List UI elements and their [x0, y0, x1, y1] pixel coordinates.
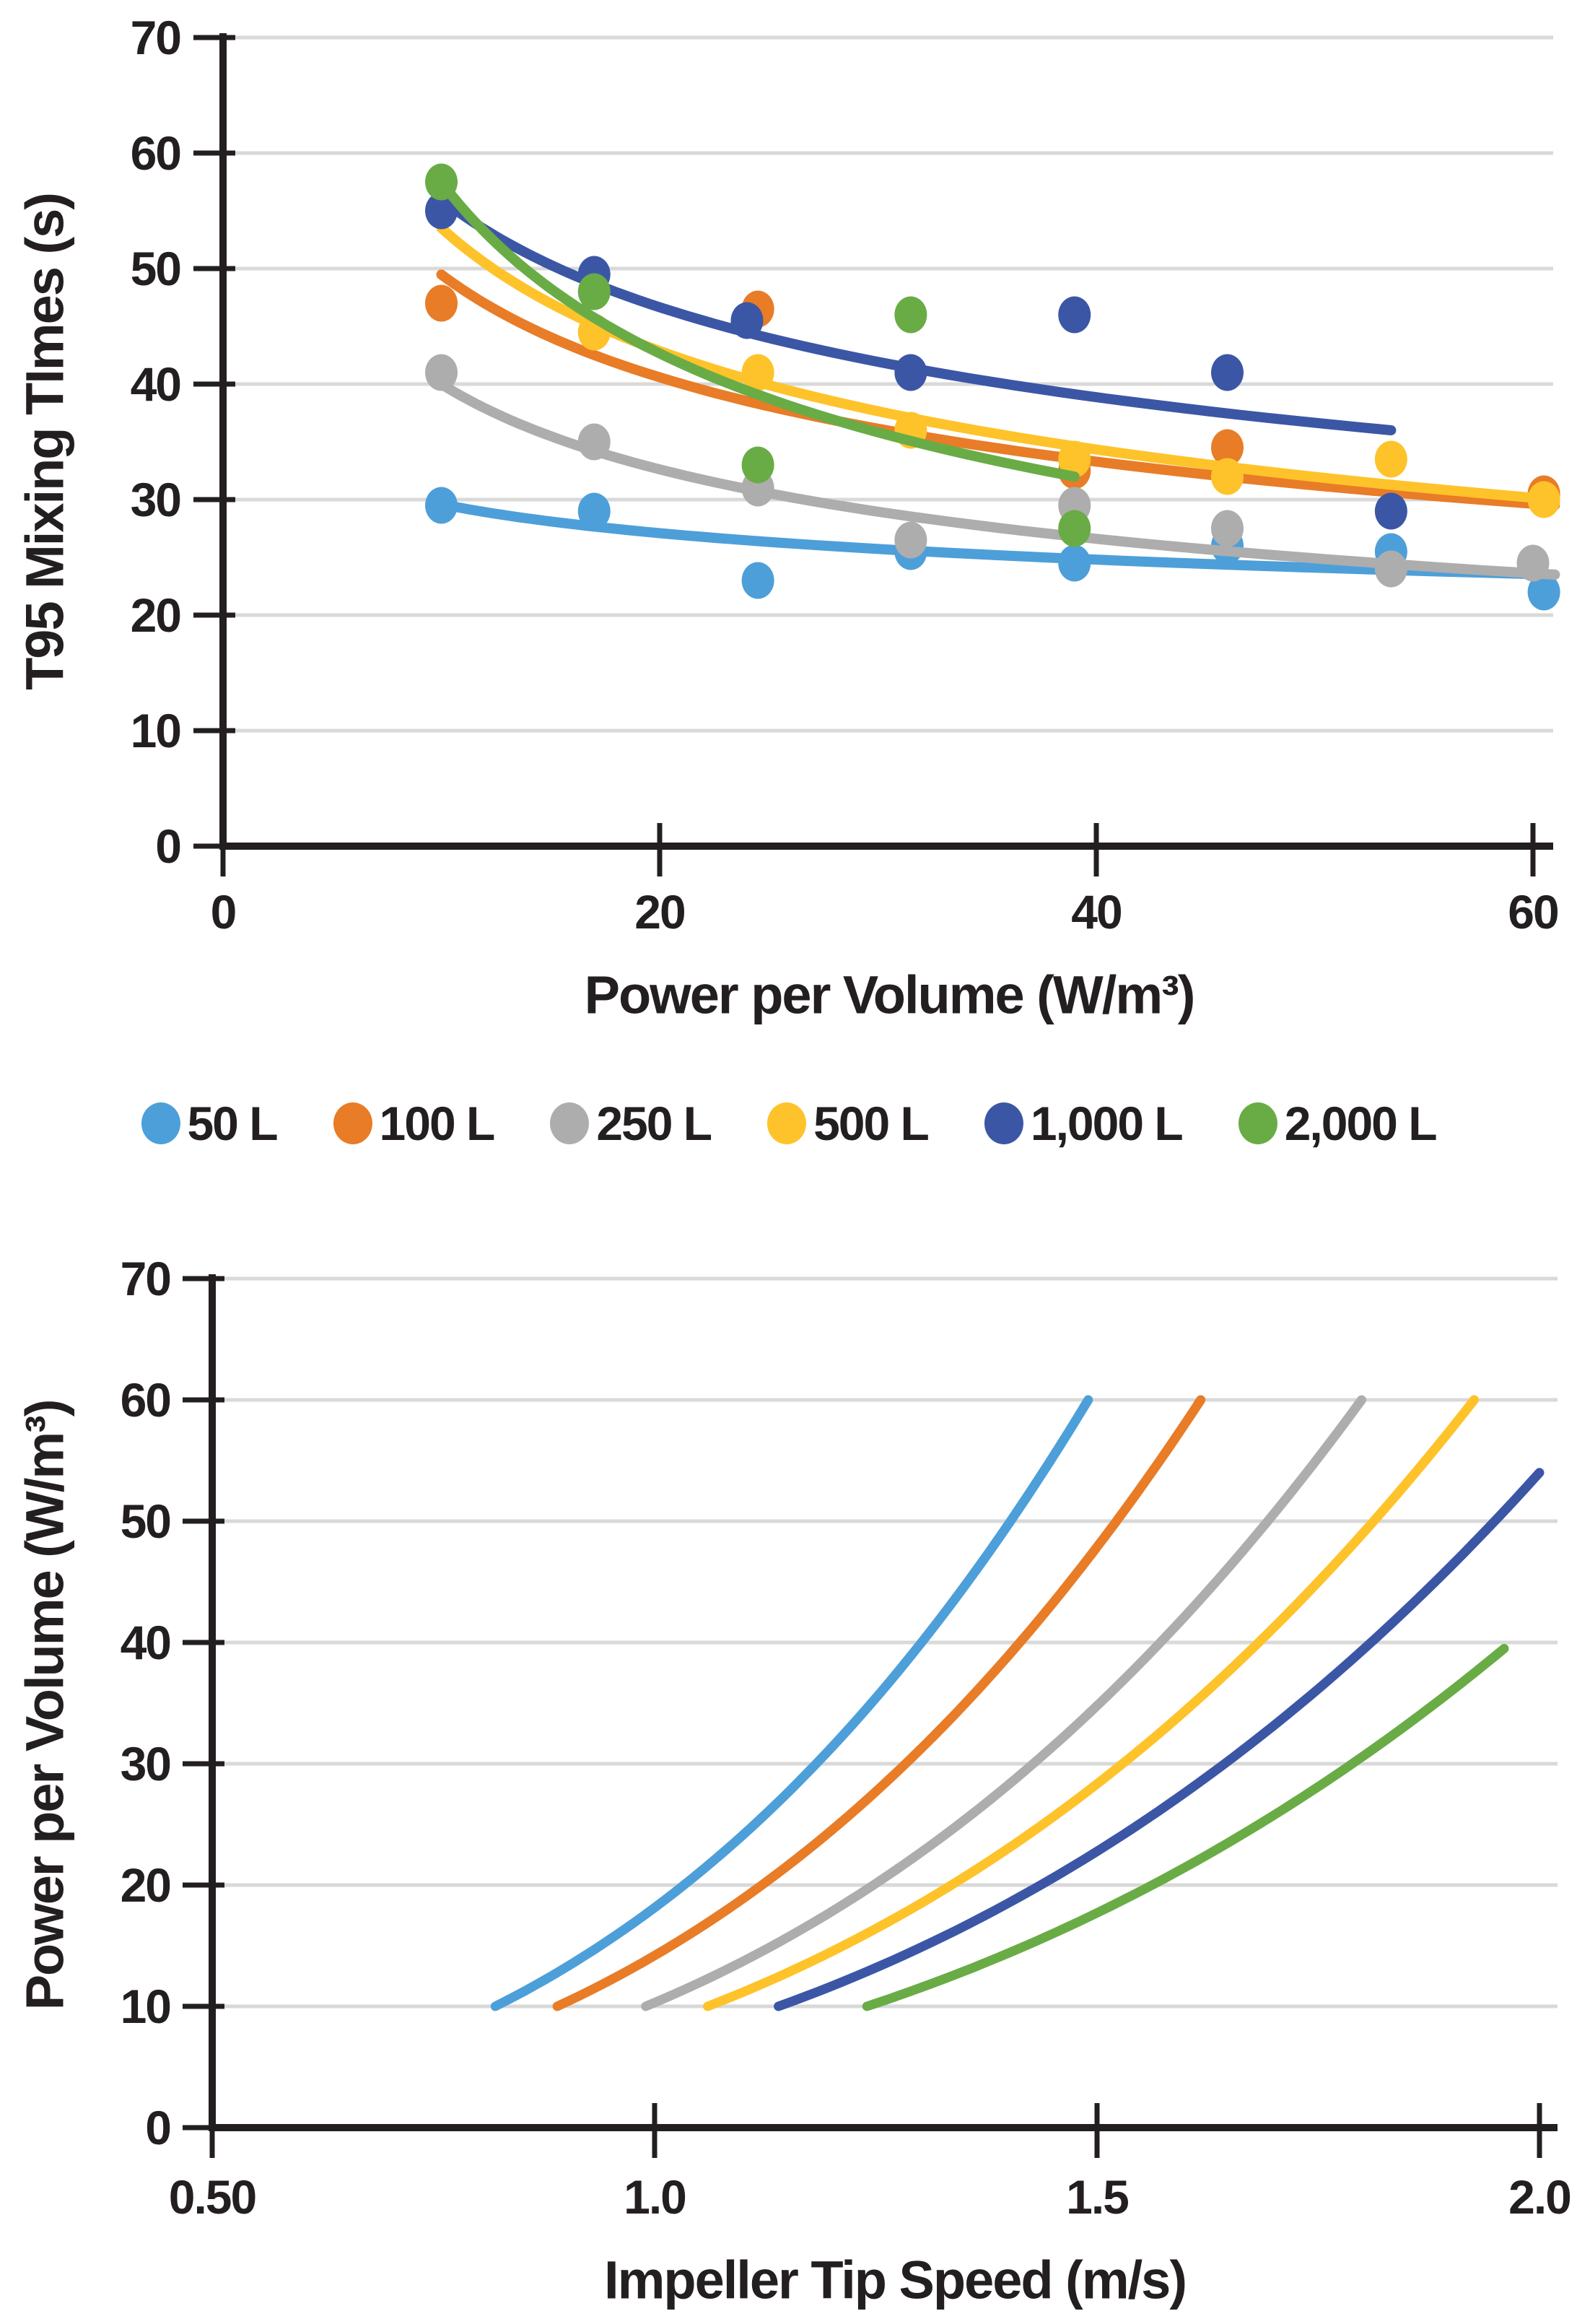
data-point: [1527, 573, 1560, 611]
y-tick-label: 50: [131, 242, 180, 295]
series-curve: [490, 1395, 1093, 2011]
data-point: [1058, 440, 1091, 478]
data-point: [741, 562, 774, 599]
data-point: [425, 192, 458, 230]
y-tick-label: 10: [121, 1980, 170, 2033]
power-volume-chart: 0 10 20 30 40 50 60 70 0.50 1.0 1.5 2.0: [121, 1252, 1572, 2224]
legend-item: 250 L: [550, 1096, 712, 1151]
legend-swatch-icon: [333, 1102, 372, 1144]
series-curve: [552, 1395, 1206, 2011]
data-point: [894, 354, 927, 391]
legend-item: 50 L: [141, 1096, 279, 1151]
data-point: [1516, 544, 1550, 582]
data-point: [425, 163, 458, 201]
trend-line: [436, 499, 1560, 580]
data-point: [1374, 550, 1407, 588]
legend-item: 2,000 L: [1238, 1096, 1438, 1151]
y-tick-label: 40: [121, 1616, 170, 1669]
legend-swatch-icon: [141, 1102, 180, 1144]
data-point: [741, 354, 774, 391]
series-curve: [774, 1468, 1545, 2011]
data-point: [1211, 354, 1244, 391]
data-point: [1374, 440, 1407, 478]
x-tick-label: 40: [1071, 885, 1121, 939]
mixing-time-chart: 0 10 20 30 40 50 60 70 0 20 40 60: [131, 11, 1560, 939]
x-tick-label: 1.0: [624, 2170, 686, 2224]
y-tick-label: 40: [131, 357, 180, 411]
bottom-chart-x-axis-title: Impeller Tip Speed (m/s): [604, 2250, 1187, 2310]
y-tick-label: 20: [121, 1858, 170, 1912]
data-point: [577, 273, 611, 310]
legend-item: 500 L: [767, 1096, 930, 1151]
data-point: [577, 423, 611, 461]
x-tick-label: 0.50: [169, 2170, 255, 2224]
top-chart-y-axis-title: T95 Mixing TImes (s): [14, 193, 75, 690]
series-curve: [641, 1395, 1366, 2011]
data-point: [1374, 492, 1407, 530]
y-tick-label: 20: [131, 588, 180, 642]
legend-label: 50 L: [187, 1097, 278, 1150]
y-tick-label: 30: [131, 473, 180, 526]
data-point: [1211, 429, 1244, 466]
data-point: [1211, 510, 1244, 547]
data-point: [1058, 544, 1091, 582]
y-tick-label: 60: [121, 1373, 170, 1427]
legend-label: 2,000 L: [1284, 1097, 1438, 1150]
trend-line: [436, 177, 1080, 482]
y-tick-label: 60: [131, 126, 180, 180]
legend-swatch-icon: [767, 1102, 807, 1144]
y-tick-label: 0: [155, 819, 180, 873]
series-curve: [703, 1395, 1479, 2011]
legend-swatch-icon: [1238, 1102, 1277, 1144]
y-tick-label: 50: [121, 1494, 170, 1548]
data-point: [1211, 458, 1244, 495]
data-point: [577, 492, 611, 530]
data-point: [894, 296, 927, 334]
volume-legend: 50 L 100 L 250 L 500 L 1,000 L 2,000 L: [141, 1096, 1438, 1151]
y-tick-label: 10: [131, 704, 180, 757]
bottom-chart-y-axis-title: Power per Volume (W/m³): [14, 1400, 75, 2011]
legend-label: 500 L: [813, 1097, 930, 1150]
y-tick-label: 0: [145, 2101, 170, 2154]
data-point: [425, 354, 458, 391]
legend-swatch-icon: [984, 1102, 1023, 1144]
data-point: [1058, 510, 1091, 547]
data-point: [741, 446, 774, 484]
data-point: [425, 487, 458, 524]
trend-line: [436, 194, 1397, 435]
legend-item: 100 L: [333, 1096, 496, 1151]
y-tick-label: 70: [131, 11, 180, 64]
x-tick-label: 1.5: [1066, 2170, 1128, 2224]
x-tick-label: 20: [634, 885, 684, 939]
series-curve: [862, 1644, 1509, 2011]
legend-label: 250 L: [596, 1097, 712, 1150]
y-tick-label: 30: [121, 1737, 170, 1790]
y-tick-label: 70: [121, 1252, 170, 1305]
data-point: [1058, 296, 1091, 334]
top-chart-x-axis-title: Power per Volume (W/m³): [584, 965, 1196, 1025]
data-point: [730, 302, 764, 339]
trend-line: [436, 269, 1560, 510]
data-point: [1527, 481, 1560, 518]
legend-label: 100 L: [379, 1097, 496, 1150]
x-tick-label: 2.0: [1508, 2170, 1571, 2224]
data-point: [425, 284, 458, 322]
legend-item: 1,000 L: [984, 1096, 1184, 1151]
x-tick-label: 60: [1508, 885, 1558, 939]
data-point: [894, 521, 927, 559]
legend-label: 1,000 L: [1030, 1097, 1184, 1150]
legend-swatch-icon: [550, 1102, 590, 1144]
x-tick-label: 0: [211, 885, 236, 939]
